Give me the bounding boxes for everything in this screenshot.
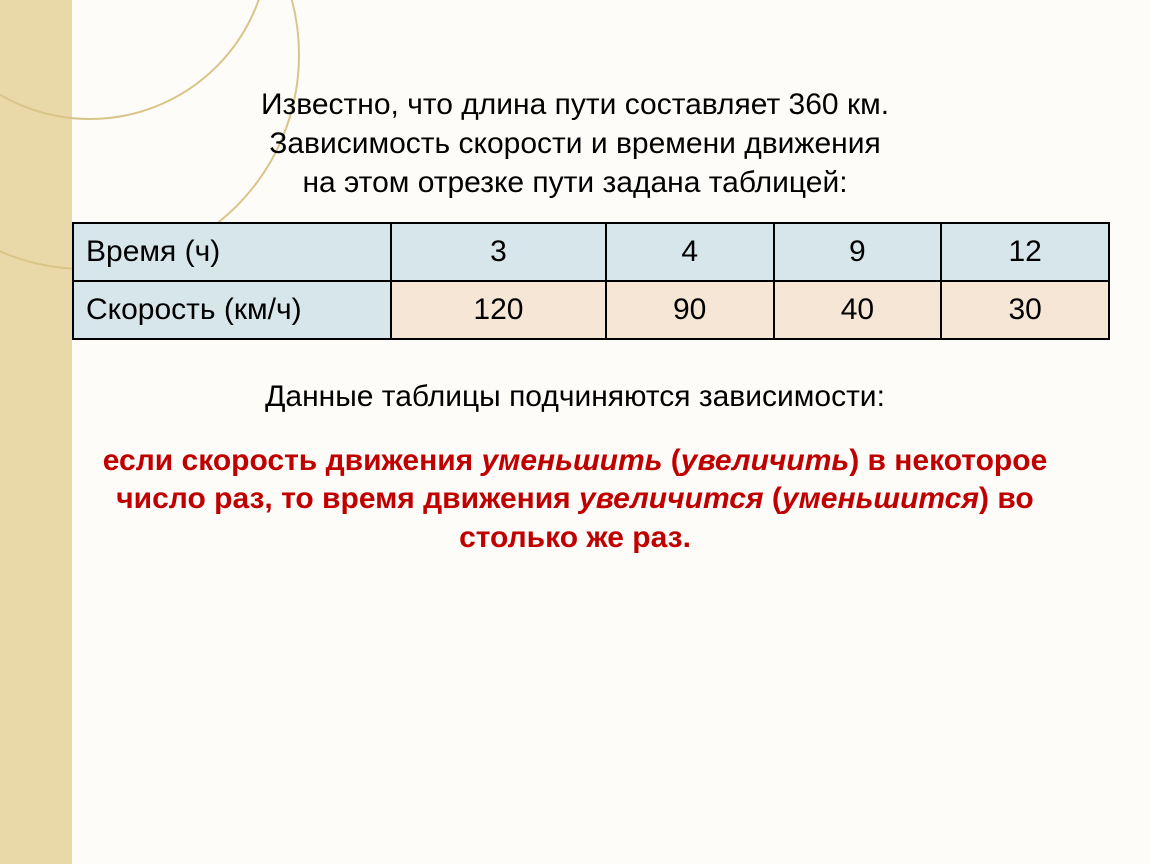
intro-line-3: на этом отрезке пути задана таблицей:: [302, 166, 847, 199]
table-cell: 12: [941, 223, 1109, 281]
table-cell: 9: [774, 223, 942, 281]
highlight-emph: уменьшится: [782, 482, 979, 515]
intro-line-2: Зависимость скорости и времени движения: [269, 127, 881, 160]
row-label: Время (ч): [73, 223, 391, 281]
highlight-emph: уменьшить: [481, 444, 662, 477]
highlight-emph: увеличится: [579, 482, 764, 515]
intro-text: Известно, что длина пути составляет 360 …: [90, 85, 1060, 202]
row-label: Скорость (км/ч): [73, 281, 391, 339]
table-cell: 30: [941, 281, 1109, 339]
highlight-span: (: [764, 482, 782, 515]
intro-line-1: Известно, что длина пути составляет 360 …: [261, 88, 889, 121]
table-row: Время (ч) 3 4 9 12: [73, 223, 1109, 281]
highlight-span: (: [662, 444, 680, 477]
table-cell: 3: [391, 223, 606, 281]
table-cell: 4: [606, 223, 774, 281]
sub-line: Данные таблицы подчиняются зависимости:: [80, 380, 1070, 414]
table-row: Скорость (км/ч) 120 90 40 30: [73, 281, 1109, 339]
slide-content: Известно, что длина пути составляет 360 …: [0, 0, 1150, 557]
table-cell: 90: [606, 281, 774, 339]
data-table: Время (ч) 3 4 9 12 Скорость (км/ч) 120 9…: [72, 222, 1110, 340]
data-table-wrap: Время (ч) 3 4 9 12 Скорость (км/ч) 120 9…: [72, 222, 1110, 340]
highlight-emph: увеличить: [681, 444, 849, 477]
table-cell: 40: [774, 281, 942, 339]
highlight-span: если скорость движения: [103, 444, 482, 477]
highlight-text: если скорость движения уменьшить (увелич…: [85, 442, 1065, 557]
table-cell: 120: [391, 281, 606, 339]
